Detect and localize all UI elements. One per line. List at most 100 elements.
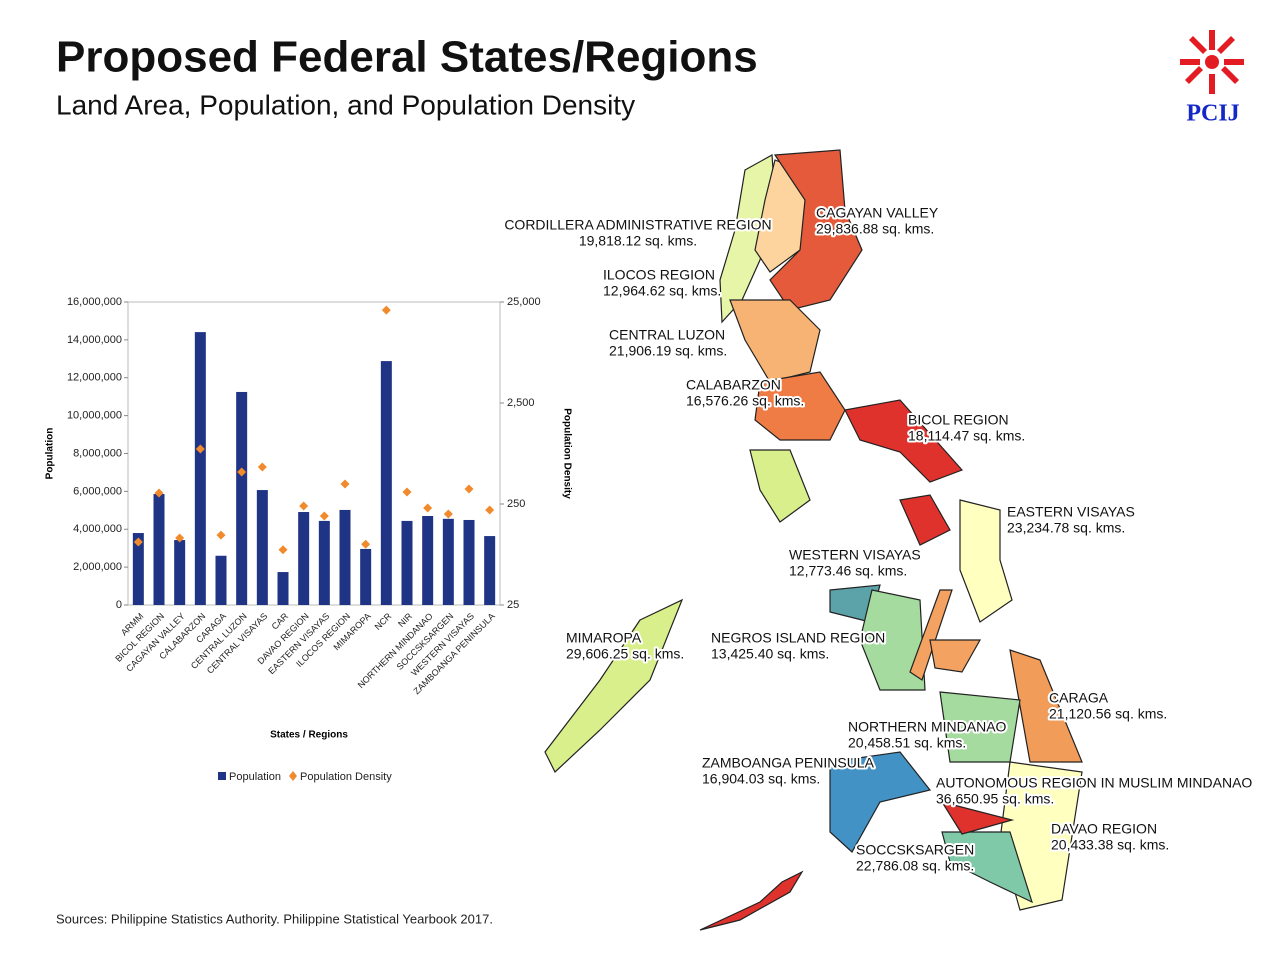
region-shape (844, 399, 964, 483)
region-area: 12,964.62 sq. kms. (603, 283, 721, 299)
bar (132, 533, 144, 605)
y-tick-label: 6,000,000 (73, 485, 122, 497)
region-name: WESTERN VISAYAS (789, 547, 921, 563)
density-marker (133, 537, 143, 547)
region-name: MIMAROPA (566, 630, 642, 646)
density-marker (195, 444, 205, 454)
region-name: DAVAO REGION (1051, 821, 1157, 837)
source-note: Sources: Philippine Statistics Authority… (56, 911, 493, 926)
bar (484, 536, 496, 605)
region-shape (699, 870, 804, 931)
legend-label: Population (229, 771, 281, 783)
region-shape (941, 831, 1033, 904)
bar (463, 519, 475, 605)
logo-icon (1180, 30, 1244, 94)
region-shape (1009, 649, 1083, 763)
region-area: 20,433.38 sq. kms. (1051, 837, 1169, 853)
region-area: 16,576.26 sq. kms. (686, 393, 804, 409)
y-tick-label: 12,000,000 (67, 372, 122, 384)
region-name: CORDILLERA ADMINISTRATIVE REGION (504, 217, 771, 233)
bar (442, 518, 454, 605)
density-marker (443, 509, 453, 519)
density-marker (299, 501, 309, 511)
y-tick-label: 16,000,000 (67, 296, 122, 308)
region-name: CALABARZON (686, 377, 781, 393)
y2-tick-label: 250 (507, 498, 525, 510)
region-shape (754, 371, 846, 441)
density-marker (237, 467, 247, 477)
region-shape (749, 449, 811, 523)
bar (339, 509, 351, 605)
region-shape (829, 751, 932, 853)
region-shape (729, 299, 821, 383)
region-area: 22,786.08 sq. kms. (856, 858, 974, 874)
region-area: 21,120.56 sq. kms. (1049, 706, 1167, 722)
region-area: 29,836.88 sq. kms. (816, 221, 934, 237)
bar (401, 520, 413, 605)
region-shape (909, 589, 953, 681)
density-marker (216, 530, 226, 540)
region-name: ILOCOS REGION (603, 267, 715, 283)
region-name: NEGROS ISLAND REGION (711, 630, 885, 646)
density-marker (340, 479, 350, 489)
density-marker (361, 539, 371, 549)
density-marker (278, 545, 288, 555)
region-shape (929, 639, 982, 673)
region-name: CARAGA (1049, 690, 1109, 706)
region-name: AUTONOMOUS REGION IN MUSLIM MINDANAO (936, 775, 1252, 791)
region-name: CAGAYAN VALLEY (816, 205, 939, 221)
bar (256, 490, 268, 605)
y-axis-title: Population (45, 428, 56, 480)
y2-tick-label: 2,500 (507, 397, 535, 409)
density-marker (154, 488, 164, 498)
y2-axis-title: Population Density (561, 408, 572, 499)
density-marker (175, 533, 185, 543)
region-area: 18,114.47 sq. kms. (908, 428, 1025, 444)
legend-swatch (218, 772, 226, 780)
region-area: 36,650.95 sq. kms. (936, 791, 1054, 807)
map: CORDILLERA ADMINISTRATIVE REGION19,818.1… (502, 149, 1254, 931)
x-tick-label: NCR (373, 611, 394, 632)
region-shape (899, 494, 951, 546)
y-tick-label: 10,000,000 (67, 410, 122, 422)
region-name: EASTERN VISAYAS (1007, 504, 1135, 520)
bar (153, 494, 165, 605)
title: Proposed Federal States/Regions (56, 33, 758, 82)
density-marker (381, 305, 391, 315)
density-marker (423, 503, 433, 513)
region-name: NORTHERN MINDANAO (848, 719, 1007, 735)
region-area: 19,818.12 sq. kms. (579, 233, 697, 249)
y2-tick-label: 25,000 (507, 296, 541, 308)
density-marker (464, 484, 474, 494)
y-tick-label: 14,000,000 (67, 334, 122, 346)
region-shape (769, 149, 863, 311)
bar (422, 515, 434, 605)
density-marker (319, 511, 329, 521)
region-shape (859, 589, 926, 691)
y-tick-label: 4,000,000 (73, 523, 122, 535)
region-area: 20,458.51 sq. kms. (848, 735, 966, 751)
region-name: ZAMBOANGA PENINSULA (702, 755, 875, 771)
bar (194, 332, 206, 605)
bar (236, 391, 248, 605)
region-area: 21,906.19 sq. kms. (609, 343, 727, 359)
density-marker (402, 487, 412, 497)
bar (277, 572, 289, 605)
region-area: 12,773.46 sq. kms. (789, 563, 907, 579)
density-marker (257, 462, 267, 472)
region-area: 13,425.40 sq. kms. (711, 646, 829, 662)
region-area: 29,606.25 sq. kms. (566, 646, 684, 662)
y-tick-label: 8,000,000 (73, 447, 122, 459)
legend-label: Population Density (300, 771, 392, 783)
x-axis-title: States / Regions (270, 730, 348, 741)
subtitle: Land Area, Population, and Population De… (56, 89, 635, 120)
legend-swatch (289, 771, 297, 781)
region-name: CENTRAL LUZON (609, 327, 725, 343)
bar (380, 361, 392, 605)
region-area: 23,234.78 sq. kms. (1007, 520, 1125, 536)
region-name: SOCCSKSARGEN (856, 842, 974, 858)
y-tick-label: 2,000,000 (73, 561, 122, 573)
y-tick-label: 0 (116, 599, 122, 611)
region-shape (544, 598, 684, 773)
